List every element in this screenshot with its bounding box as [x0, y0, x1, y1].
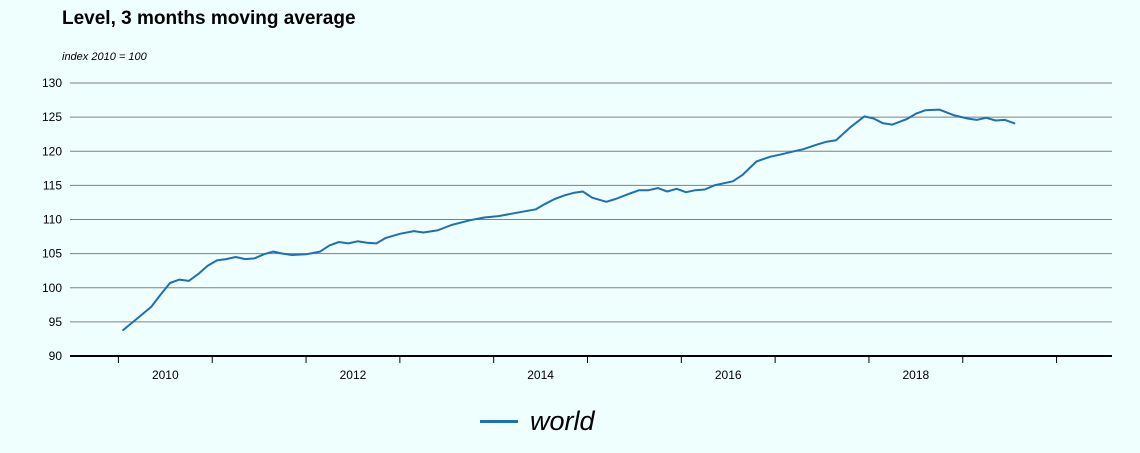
y-tick-label: 125	[42, 110, 62, 124]
x-tick-label: 2010	[152, 368, 179, 382]
x-tick-label: 2014	[527, 368, 554, 382]
series-line-world	[122, 108, 1016, 332]
y-tick-label: 130	[42, 76, 62, 90]
legend-swatch-world	[480, 419, 518, 423]
x-tick-label: 2018	[903, 368, 930, 382]
x-axis-ticks: 2010 2012 2014 2016 2018	[117, 356, 1058, 382]
chart-title: Level, 3 months moving average	[62, 8, 356, 29]
gridlines	[70, 82, 1112, 357]
chart-subtitle: index 2010 = 100	[62, 51, 147, 63]
y-axis-ticks: 90 95 100 105 110 115 120 125 130	[42, 76, 62, 363]
y-tick-label: 100	[42, 281, 62, 295]
x-tick-label: 2012	[340, 368, 367, 382]
y-tick-label: 120	[42, 144, 62, 158]
y-tick-label: 90	[49, 349, 63, 363]
legend-label-world: world	[530, 405, 595, 436]
legend: world	[480, 403, 595, 439]
y-tick-label: 110	[43, 213, 62, 227]
series-layer	[122, 108, 1016, 332]
y-tick-label: 105	[42, 247, 62, 261]
y-tick-label: 95	[49, 315, 63, 329]
x-tick-label: 2016	[715, 368, 742, 382]
y-tick-label: 115	[43, 178, 62, 192]
